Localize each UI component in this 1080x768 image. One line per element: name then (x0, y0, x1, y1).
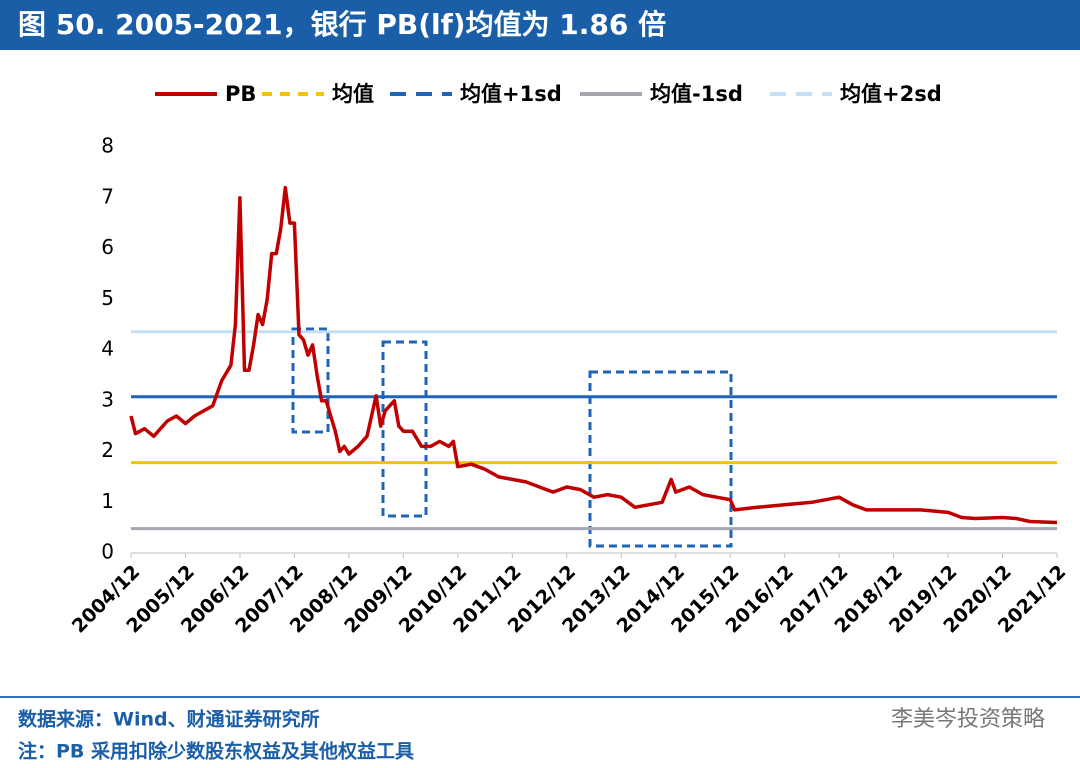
note: 注：PB 采用扣除少数股东权益及其他权益工具 (18, 740, 414, 763)
legend-label: PB (225, 82, 256, 106)
y-tick-label: 3 (101, 387, 114, 411)
chart-title: 图 50. 2005-2021，银行 PB(lf)均值为 1.86 倍 (18, 8, 666, 41)
y-tick-label: 0 (101, 540, 114, 564)
legend-label: 均值-1sd (650, 82, 743, 106)
y-tick-label: 6 (101, 235, 114, 259)
legend-label: 均值+1sd (460, 82, 562, 106)
y-tick-label: 4 (101, 337, 114, 361)
y-tick-label: 1 (101, 489, 114, 513)
legend-label: 均值+2sd (840, 82, 942, 106)
watermark: 李美岑投资策略 (891, 707, 1045, 732)
highlight-box (381, 340, 428, 518)
title-bar (0, 0, 1080, 50)
y-tick-label: 2 (101, 438, 114, 462)
highlight-boxes (291, 327, 733, 548)
legend-label: 均值 (332, 82, 374, 106)
pb-line (129, 185, 1058, 525)
highlight-box (291, 327, 330, 434)
y-tick-label: 8 (101, 134, 114, 158)
source: 数据来源：Wind、财通证券研究所 (18, 708, 320, 731)
highlight-box (588, 370, 733, 548)
y-tick-label: 7 (101, 184, 114, 208)
y-tick-label: 5 (101, 286, 114, 310)
